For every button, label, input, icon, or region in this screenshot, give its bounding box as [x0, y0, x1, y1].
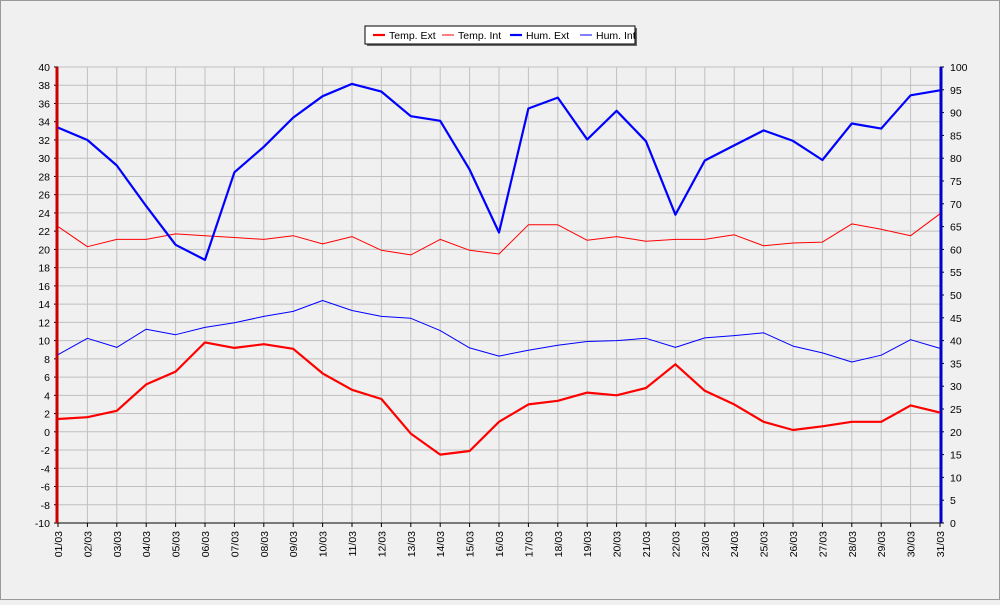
x-tick-label: 21/03 [641, 531, 653, 557]
x-tick-label: 11/03 [347, 531, 359, 557]
y2-tick-label: 35 [950, 358, 962, 370]
y-tick-label: 10 [38, 336, 50, 348]
legend-entry: Temp. Ext [389, 30, 436, 42]
legend: Temp. Ext Temp. Int Hum. Ext Hum. Int [364, 25, 637, 46]
series-line-hum-int [57, 300, 941, 363]
y-tick-label: -6 [41, 482, 50, 494]
y-tick-label: 6 [44, 372, 50, 384]
y-tick-label: 36 [38, 98, 50, 110]
y-tick-label: 28 [38, 171, 50, 183]
y2-tick-label: 30 [950, 381, 962, 393]
y-tick-label: -8 [41, 500, 50, 512]
y-tick-label: 12 [38, 317, 50, 329]
x-tick-label: 17/03 [523, 531, 535, 557]
x-tick-label: 13/03 [406, 531, 418, 557]
x-tick-label: 20/03 [612, 531, 624, 557]
x-tick-label: 15/03 [465, 531, 477, 557]
y2-tick-label: 85 [950, 130, 962, 142]
x-tick-label: 24/03 [729, 531, 741, 557]
y2-tick-label: 65 [950, 222, 962, 234]
legend-entry: Temp. Int [458, 30, 501, 42]
y-tick-label: 38 [38, 80, 50, 92]
y-tick-label: 8 [44, 354, 50, 366]
x-tick-label: 02/03 [82, 531, 94, 557]
x-tick-label: 09/03 [288, 531, 300, 557]
x-tick-label: 31/03 [935, 531, 947, 557]
x-tick-label: 05/03 [171, 531, 183, 557]
y2-tick-label: 5 [950, 495, 956, 507]
x-tick-label: 27/03 [817, 531, 829, 557]
x-tick-label: 08/03 [259, 531, 271, 557]
y-tick-label: 14 [38, 299, 50, 311]
series-line-temp-ext [57, 341, 941, 456]
y-tick-label: 2 [44, 409, 50, 421]
y-tick-label: 26 [38, 190, 50, 202]
y2-tick-label: 100 [950, 62, 968, 74]
axes: -10-8-6-4-202468101214161820222426283032… [35, 62, 968, 557]
series-line-hum-ext [57, 82, 941, 261]
y-tick-label: 34 [38, 117, 50, 129]
x-tick-label: 30/03 [906, 531, 918, 557]
x-tick-label: 28/03 [847, 531, 859, 557]
y2-tick-label: 15 [950, 450, 962, 462]
legend-entry: Hum. Int [596, 30, 636, 42]
legend-box [364, 25, 636, 45]
x-tick-label: 10/03 [318, 531, 330, 557]
grid [57, 66, 941, 524]
x-tick-label: 01/03 [53, 531, 65, 557]
x-tick-label: 14/03 [435, 531, 447, 557]
y-tick-label: 32 [38, 135, 50, 147]
y-tick-label: 30 [38, 153, 50, 165]
x-tick-label: 07/03 [229, 531, 241, 557]
y2-tick-label: 0 [950, 518, 956, 530]
y-tick-label: 16 [38, 281, 50, 293]
y-tick-label: -10 [35, 518, 50, 530]
y2-tick-label: 90 [950, 108, 962, 120]
x-tick-label: 03/03 [112, 531, 124, 557]
y-tick-label: 22 [38, 226, 50, 238]
y2-tick-label: 50 [950, 290, 962, 302]
x-tick-label: 12/03 [376, 531, 388, 557]
y2-tick-label: 25 [950, 404, 962, 416]
y-tick-label: 20 [38, 244, 50, 256]
x-tick-label: 16/03 [494, 531, 506, 557]
x-tick-label: 04/03 [141, 531, 153, 557]
x-tick-label: 25/03 [759, 531, 771, 557]
x-tick-label: 22/03 [670, 531, 682, 557]
y2-tick-label: 75 [950, 176, 962, 188]
legend-entry: Hum. Ext [526, 30, 569, 42]
y-tick-label: 18 [38, 263, 50, 275]
x-tick-label: 06/03 [200, 531, 212, 557]
y-tick-label: 0 [44, 427, 50, 439]
series [57, 82, 941, 456]
y-tick-label: 40 [38, 62, 50, 74]
y-tick-label: -4 [41, 463, 50, 475]
y-tick-label: 4 [44, 390, 50, 402]
x-tick-label: 18/03 [553, 531, 565, 557]
y2-tick-label: 95 [950, 85, 962, 97]
y-tick-label: 24 [38, 208, 50, 220]
y2-tick-label: 45 [950, 313, 962, 325]
y2-tick-label: 60 [950, 244, 962, 256]
y2-tick-label: 20 [950, 427, 962, 439]
x-tick-label: 19/03 [582, 531, 594, 557]
x-tick-label: 29/03 [876, 531, 888, 557]
x-tick-label: 23/03 [700, 531, 712, 557]
y2-tick-label: 40 [950, 336, 962, 348]
y-tick-label: -2 [41, 445, 50, 457]
y2-tick-label: 10 [950, 472, 962, 484]
y2-tick-label: 70 [950, 199, 962, 211]
y2-tick-label: 80 [950, 153, 962, 165]
y2-tick-label: 55 [950, 267, 962, 279]
x-tick-label: 26/03 [788, 531, 800, 557]
series-line-temp-int [57, 213, 941, 256]
